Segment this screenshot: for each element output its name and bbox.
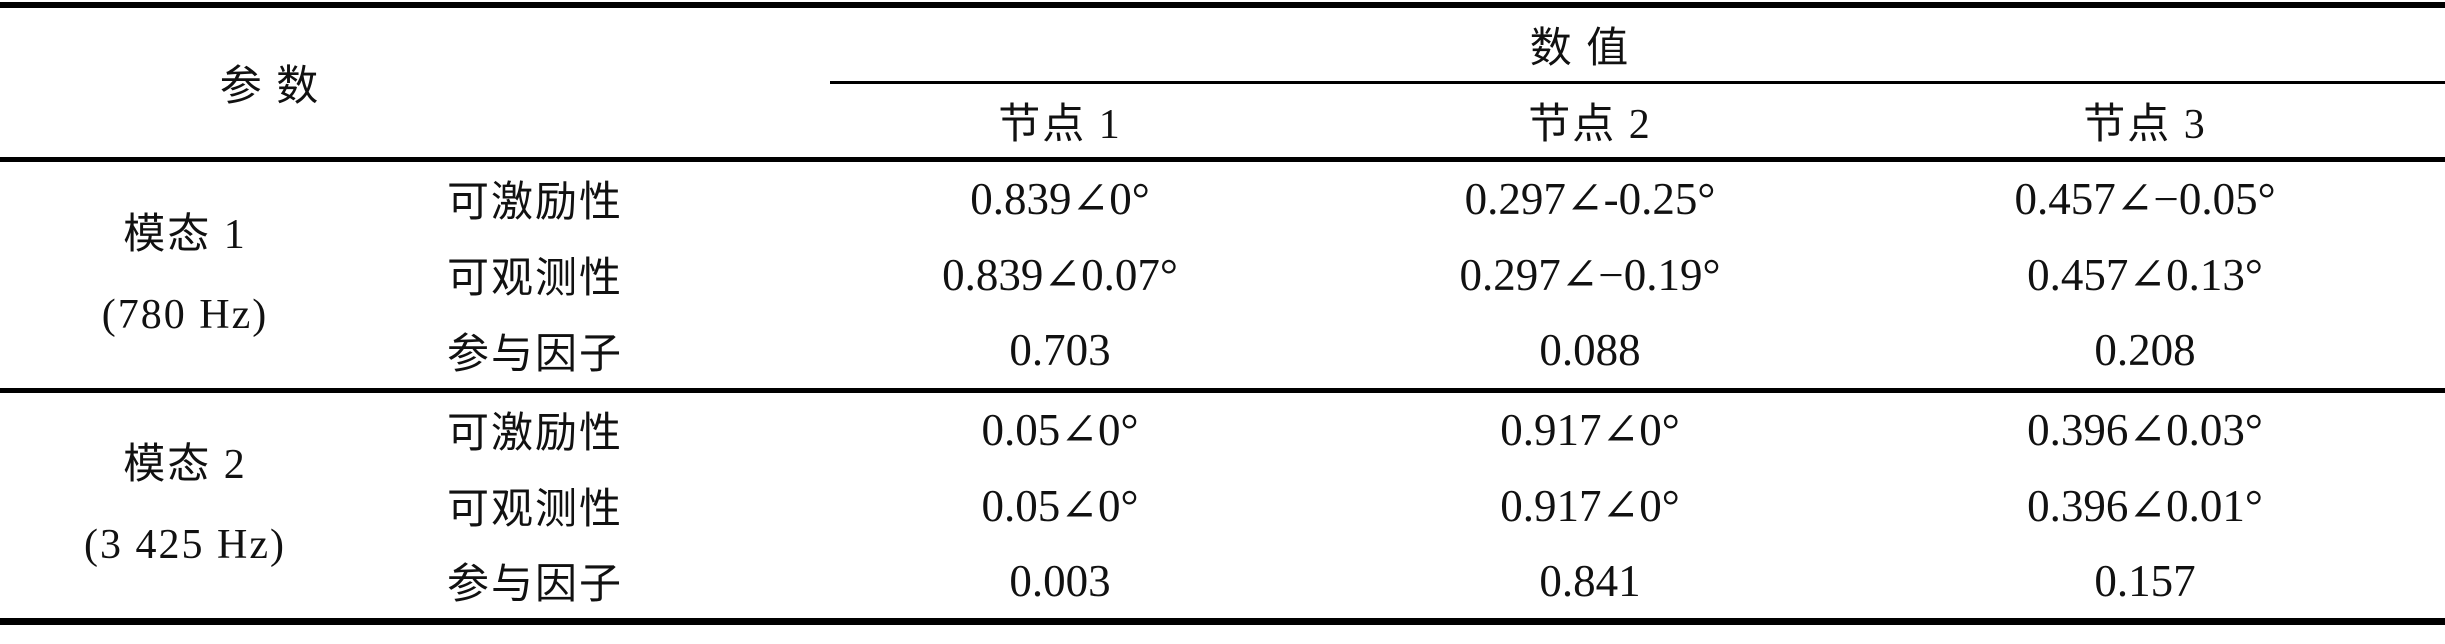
value-cell: 0.396∠0.03° (2027, 405, 2263, 456)
node-1-header-cell: 节点 1 (998, 101, 1122, 148)
value-cell: 0.457∠−0.05° (2014, 174, 2276, 225)
table-header: 参 数 数 值 节点 1 节点 2 节点 3 (0, 5, 2445, 159)
value-cell: 0.088 (1539, 325, 1641, 376)
value-cell: 0.208 (2094, 325, 2196, 376)
value-cell: 0.457∠0.13° (2027, 250, 2263, 300)
value-cell: 0.703 (1009, 325, 1111, 376)
node-2-header-cell: 节点 2 (1528, 101, 1652, 148)
table-row: 节点 1 节点 2 节点 3 (0, 82, 2445, 159)
value-cell: 0.157 (2094, 555, 2196, 606)
param-header-cell: 参 数 (219, 63, 321, 110)
value-cell: 0.05∠0° (981, 481, 1139, 531)
value-header-cell: 数 值 (830, 5, 2445, 84)
value-cell: 0.839∠0° (970, 174, 1150, 225)
table-row: 模态 2 (3 425 Hz) 可激励性 0.05∠0° 0.917∠0° 0.… (0, 390, 2445, 568)
param-label: 可观测性 (447, 487, 624, 533)
value-cell: 0.917∠0° (1500, 405, 1680, 456)
table-row: 可观测性 0.839∠0.07° 0.297∠−0.19° 0.457∠0.13… (0, 236, 2445, 313)
node-3-header-cell: 节点 3 (2083, 101, 2207, 148)
modal-parameters-table: 参 数 数 值 节点 1 节点 2 节点 3 模态 1 (780 Hz) 可激励… (0, 2, 2445, 625)
mode-2-group: 模态 2 (3 425 Hz) 可激励性 0.05∠0° 0.917∠0° 0.… (0, 390, 2445, 621)
mode-2-label-cell: 模态 2 (3 425 Hz) (0, 390, 400, 621)
table-row: 参与因子 0.703 0.088 0.208 (0, 313, 2445, 390)
value-cell: 0.297∠−0.19° (1459, 250, 1721, 300)
mode-1-group: 模态 1 (780 Hz) 可激励性 0.839∠0° 0.297∠-0.25°… (0, 159, 2445, 390)
table-row: 可观测性 0.05∠0° 0.917∠0° 0.396∠0.01° (0, 467, 2445, 544)
value-cell: 0.917∠0° (1500, 481, 1680, 531)
mode-name: 模态 2 (123, 442, 247, 488)
mode-frequency: (3 425 Hz) (84, 522, 286, 568)
table-row: 模态 1 (780 Hz) 可激励性 0.839∠0° 0.297∠-0.25°… (0, 159, 2445, 337)
value-cell: 0.05∠0° (981, 405, 1139, 456)
param-label: 参与因子 (447, 331, 624, 378)
param-label: 可激励性 (447, 411, 624, 458)
table-row: 参 数 数 值 (0, 5, 2445, 110)
value-cell: 0.297∠-0.25° (1464, 174, 1716, 225)
value-cell: 0.839∠0.07° (942, 250, 1178, 300)
param-label: 参与因子 (447, 562, 624, 609)
table-row: 参与因子 0.003 0.841 0.157 (0, 544, 2445, 621)
mode-frequency: (780 Hz) (101, 291, 269, 338)
param-label: 可激励性 (447, 180, 624, 227)
mode-1-label-cell: 模态 1 (780 Hz) (0, 159, 400, 390)
mode-name: 模态 1 (123, 211, 247, 258)
param-label: 可观测性 (447, 256, 624, 302)
value-cell: 0.396∠0.01° (2027, 481, 2263, 531)
value-cell: 0.841 (1539, 555, 1641, 606)
value-cell: 0.003 (1009, 555, 1111, 606)
